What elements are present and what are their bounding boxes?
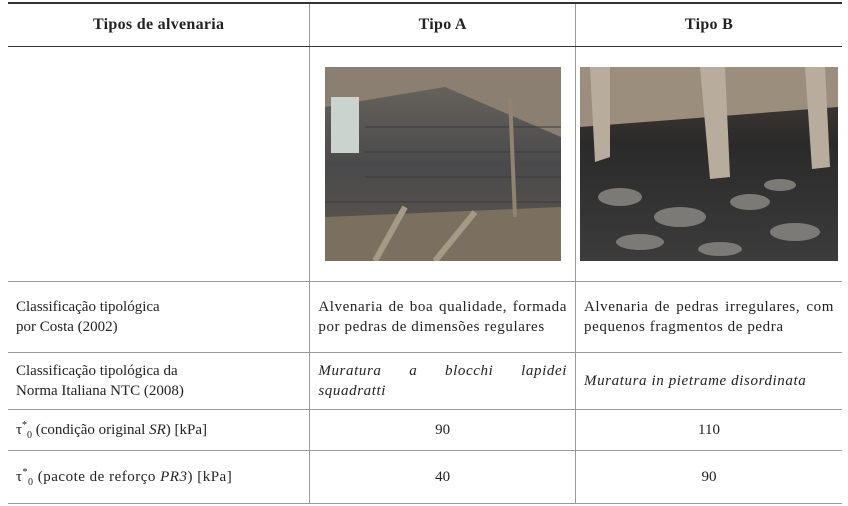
photo-cell xyxy=(574,46,842,282)
row-label: τ*0 (pacote de reforço PR3) [kPa] xyxy=(8,450,311,504)
sub: 0 xyxy=(27,429,33,441)
cell: 110 xyxy=(574,409,842,451)
header-cell: Tipos de alvenaria xyxy=(8,2,311,47)
cell: Alvenaria de boa qualidade, formada por … xyxy=(309,281,576,353)
label-italic: SR xyxy=(149,421,166,438)
row: τ*0 (condição original SR) [kPa] 90 110 xyxy=(8,409,842,451)
cell: 40 xyxy=(309,450,576,504)
label-line: Classificação tipológica xyxy=(16,299,160,315)
photo-type-a xyxy=(324,67,561,261)
empty-cell xyxy=(8,46,311,282)
row: Classificação tipológica da Norma Italian… xyxy=(8,352,842,410)
label-line: por Costa (2002) xyxy=(16,319,118,335)
cell: 90 xyxy=(574,450,842,504)
photo-type-b xyxy=(579,67,838,261)
header-cell: Tipo A xyxy=(309,2,576,47)
row-label: Classificação tipológica por Costa (2002) xyxy=(8,281,311,353)
row-label: Classificação tipológica da Norma Italian… xyxy=(8,352,311,410)
symbol: τ xyxy=(16,468,23,485)
label-end: ) [kPa] xyxy=(187,468,233,485)
cell: 90 xyxy=(309,409,576,451)
photo-cell xyxy=(309,46,576,282)
photo-row xyxy=(8,46,842,282)
sub: 0 xyxy=(28,476,34,488)
cell: Muratura in pietrame disordinata xyxy=(574,352,842,410)
row-label: τ*0 (condição original SR) [kPa] xyxy=(8,409,311,451)
label-text: (condição original xyxy=(32,421,150,438)
header-row: Tipos de alvenaria Tipo A Tipo B xyxy=(8,2,842,47)
sup: * xyxy=(22,466,29,478)
row: τ*0 (pacote de reforço PR3) [kPa] 40 90 xyxy=(8,450,842,504)
header-cell: Tipo B xyxy=(574,2,842,47)
sup: * xyxy=(22,419,28,431)
cell: Muratura a blocchi lapidei squadratti xyxy=(309,352,576,410)
label-line: Norma Italiana NTC (2008) xyxy=(16,383,184,399)
label-line: Classificação tipológica da xyxy=(16,363,178,379)
row: Classificação tipológica por Costa (2002)… xyxy=(8,281,842,353)
label-text: (pacote de reforço xyxy=(33,468,161,485)
cell: Alvenaria de pedras irregulares, com peq… xyxy=(574,281,842,353)
symbol: τ xyxy=(16,421,23,438)
label-italic: PR3 xyxy=(160,468,188,485)
label-end: ) [kPa] xyxy=(165,421,207,438)
masonry-table: Tipos de alvenaria Tipo A Tipo B xyxy=(8,2,842,504)
